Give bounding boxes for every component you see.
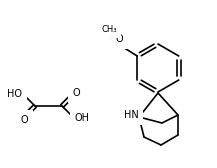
Text: OH: OH [75,113,90,123]
Text: O: O [73,88,81,98]
Text: HO: HO [7,89,22,99]
Text: HN: HN [124,110,138,120]
Text: CH₃: CH₃ [102,25,117,33]
Text: O: O [115,34,123,44]
Text: O: O [20,115,28,125]
